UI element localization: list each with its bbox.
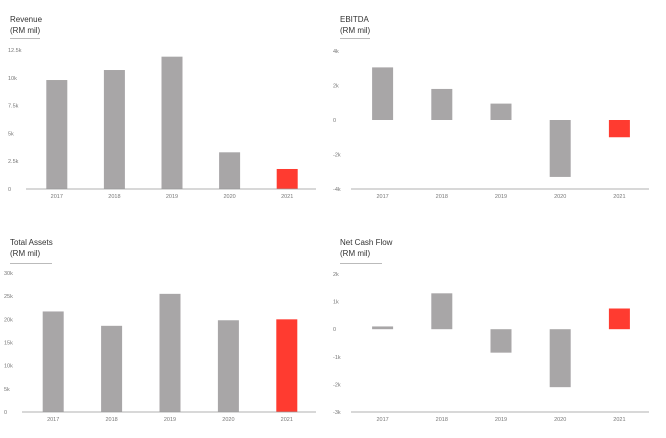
ebitda-chart: -4k -2k 0 2k 4k 2017 2018 2019 2020 2021 <box>333 49 649 200</box>
x-tick-label: 2019 <box>495 194 507 200</box>
ebitda-panel: EBITDA (RM mil) -4k -2k 0 2k 4k 2017 2018 2019 2… <box>333 0 666 219</box>
y-tick-label: 20k <box>4 317 13 323</box>
y-tick-label: -1k <box>333 355 341 361</box>
x-tick-label: 2020 <box>222 417 234 423</box>
y-tick-label: 15k <box>4 341 13 347</box>
y-tick-label: 2.5k <box>8 159 19 165</box>
bar-2020 <box>217 320 239 412</box>
chart-unit: (RM mil) <box>340 26 371 35</box>
net-cash-flow-chart: -3k -2k -1k 0 1k 2k 2017 2018 2019 2020 2021 <box>333 272 649 423</box>
x-tick-label: 2018 <box>105 417 117 423</box>
y-tick-label: 10k <box>8 76 17 82</box>
bar-2017 <box>42 311 64 412</box>
bar-2019 <box>159 293 181 412</box>
x-tick-label: 2020 <box>554 417 566 423</box>
title-rule <box>10 263 52 264</box>
bar-2020 <box>219 152 241 189</box>
y-tick-label: 5k <box>4 387 10 393</box>
net-cash-flow-panel: Net Cash Flow (RM mil) -3k -2k -1k 0 1k 2k 201… <box>333 219 666 438</box>
y-tick-label: 2k <box>333 84 339 90</box>
title-rule <box>340 38 370 39</box>
chart-title: Revenue <box>10 15 43 24</box>
chart-unit: (RM mil) <box>340 249 371 258</box>
x-tick-label: 2017 <box>376 417 388 423</box>
x-tick-label: 2019 <box>495 417 507 423</box>
chart-unit: (RM mil) <box>10 249 41 258</box>
bar-2021 <box>276 319 298 412</box>
x-tick-label: 2018 <box>436 417 448 423</box>
y-tick-label: 30k <box>4 271 13 277</box>
bar-2017 <box>372 326 394 330</box>
x-tick-label: 2020 <box>554 194 566 200</box>
bar-2020 <box>549 329 571 388</box>
y-tick-label: 4k <box>333 49 339 55</box>
chart-title: EBITDA <box>340 15 369 24</box>
y-tick-label: 1k <box>333 300 339 306</box>
bar-2018 <box>431 293 453 330</box>
x-tick-label: 2021 <box>281 194 293 200</box>
y-tick-label: -2k <box>333 382 341 388</box>
y-tick-label: -2k <box>333 153 341 159</box>
y-tick-label: -4k <box>333 187 341 193</box>
y-tick-label: 10k <box>4 364 13 370</box>
x-tick-label: 2017 <box>376 194 388 200</box>
bar-2021 <box>276 168 298 189</box>
bar-2019 <box>161 56 183 190</box>
y-tick-label: 12.5k <box>8 48 22 54</box>
bar-2019 <box>490 103 512 120</box>
y-tick-label: 25k <box>4 294 13 300</box>
y-tick-label: 0 <box>4 410 7 416</box>
y-tick-label: 7.5k <box>8 104 19 110</box>
y-tick-label: -3k <box>333 410 341 416</box>
bar-2018 <box>431 88 453 120</box>
x-tick-label: 2021 <box>613 417 625 423</box>
total-assets-chart: 0 5k 10k 15k 20k 25k 30k 2017 2018 2019 2020 2021 <box>4 271 316 423</box>
bar-2021 <box>608 120 630 138</box>
y-tick-label: 0 <box>333 327 336 333</box>
title-rule <box>340 263 382 264</box>
y-tick-label: 2k <box>333 272 339 278</box>
title-rule <box>10 38 40 39</box>
x-tick-label: 2020 <box>223 194 235 200</box>
x-tick-label: 2018 <box>108 194 120 200</box>
total-assets-panel: Total Assets (RM mil) 0 5k 10k 15k 20k 25k 30k… <box>0 219 333 438</box>
x-tick-label: 2019 <box>166 194 178 200</box>
bar-2017 <box>372 67 394 120</box>
x-tick-label: 2021 <box>281 417 293 423</box>
x-tick-label: 2017 <box>47 417 59 423</box>
revenue-chart: 0 2.5k 5k 7.5k 10k 12.5k 2017 2018 2019 2020 2021 <box>8 48 316 200</box>
bar-2018 <box>103 70 125 189</box>
bar-2020 <box>549 120 571 177</box>
bar-2017 <box>46 80 68 189</box>
x-tick-label: 2019 <box>164 417 176 423</box>
chart-title: Net Cash Flow <box>340 238 393 247</box>
bar-2018 <box>101 325 123 412</box>
bar-2021 <box>608 308 630 330</box>
y-tick-label: 0 <box>8 187 11 193</box>
revenue-panel: Revenue (RM mil) 0 2.5k 5k 7.5k 10k 12.5k 2017… <box>0 0 333 219</box>
x-tick-label: 2017 <box>51 194 63 200</box>
chart-title: Total Assets <box>10 238 53 247</box>
bar-2019 <box>490 329 512 353</box>
y-tick-label: 5k <box>8 131 14 137</box>
y-tick-label: 0 <box>333 118 336 124</box>
x-tick-label: 2018 <box>436 194 448 200</box>
chart-unit: (RM mil) <box>10 26 41 35</box>
x-tick-label: 2021 <box>613 194 625 200</box>
